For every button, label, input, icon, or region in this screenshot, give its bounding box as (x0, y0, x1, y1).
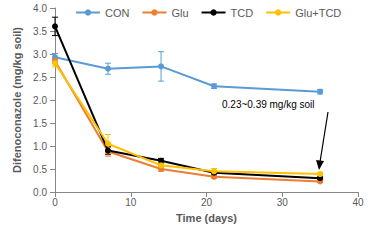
svg-text:Glu: Glu (171, 7, 188, 19)
svg-text:0.0: 0.0 (33, 187, 47, 198)
svg-text:20: 20 (201, 197, 213, 208)
svg-text:2.5: 2.5 (33, 72, 47, 83)
svg-text:Difenoconazole (mg/kg soil): Difenoconazole (mg/kg soil) (11, 27, 23, 173)
svg-text:TCD: TCD (231, 7, 254, 19)
svg-text:0.23~0.39 mg/kg soil: 0.23~0.39 mg/kg soil (222, 99, 315, 110)
svg-text:Time (days): Time (days) (176, 212, 237, 224)
svg-text:0.5: 0.5 (33, 164, 47, 175)
svg-text:2.0: 2.0 (33, 95, 47, 106)
svg-text:10: 10 (125, 197, 137, 208)
svg-text:30: 30 (277, 197, 289, 208)
svg-text:Glu+TCD: Glu+TCD (295, 7, 341, 19)
svg-text:4.0: 4.0 (33, 3, 47, 14)
svg-text:CON: CON (105, 7, 130, 19)
svg-text:1.5: 1.5 (33, 118, 47, 129)
svg-text:3.0: 3.0 (33, 49, 47, 60)
svg-text:1.0: 1.0 (33, 141, 47, 152)
svg-text:0: 0 (52, 197, 58, 208)
svg-text:40: 40 (352, 197, 364, 208)
svg-text:3.5: 3.5 (33, 26, 47, 37)
